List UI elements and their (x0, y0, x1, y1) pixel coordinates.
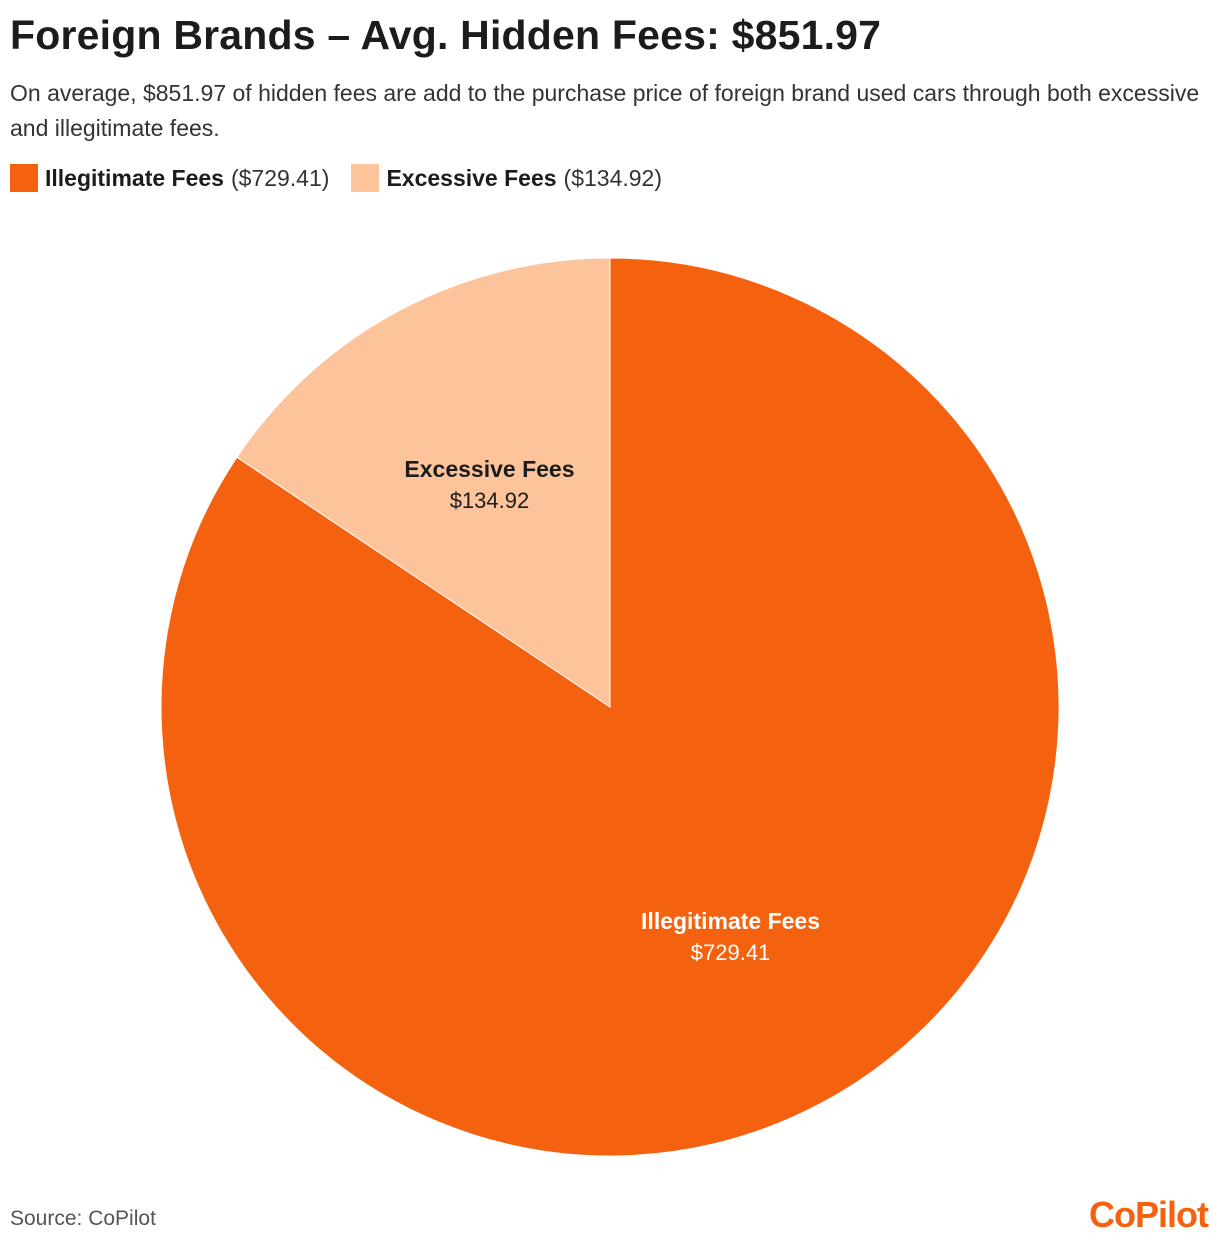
chart-title: Foreign Brands – Avg. Hidden Fees: $851.… (10, 12, 882, 58)
legend-label-excessive-fees: Excessive Fees (386, 164, 557, 191)
source-note: Source: CoPilot (10, 1207, 156, 1230)
chart-subtitle: On average, $851.97 of hidden fees are a… (10, 80, 1200, 141)
legend-swatch-illegitimate-fees (10, 164, 38, 192)
slice-value-excessive-fees: $134.92 (450, 488, 530, 513)
legend-value-excessive-fees: ($134.92) (563, 164, 662, 191)
copilot-logo: CoPilot (1089, 1194, 1209, 1235)
legend-item-excessive-fees: Excessive Fees ($134.92) (351, 164, 662, 192)
pie-slice-excessive-fees (236, 257, 611, 708)
slice-label-excessive-fees: Excessive Fees (404, 456, 574, 482)
legend-swatch-excessive-fees (351, 164, 380, 192)
slice-value-illegitimate-fees: $729.41 (691, 940, 771, 965)
legend-item-illegitimate-fees: Illegitimate Fees ($729.41) (10, 164, 329, 192)
legend-value-illegitimate-fees: ($729.41) (230, 164, 330, 191)
slice-label-illegitimate-fees: Illegitimate Fees (641, 908, 820, 934)
legend: Illegitimate Fees ($729.41) Excessive Fe… (10, 164, 684, 192)
legend-label-illegitimate-fees: Illegitimate Fees (45, 164, 224, 191)
